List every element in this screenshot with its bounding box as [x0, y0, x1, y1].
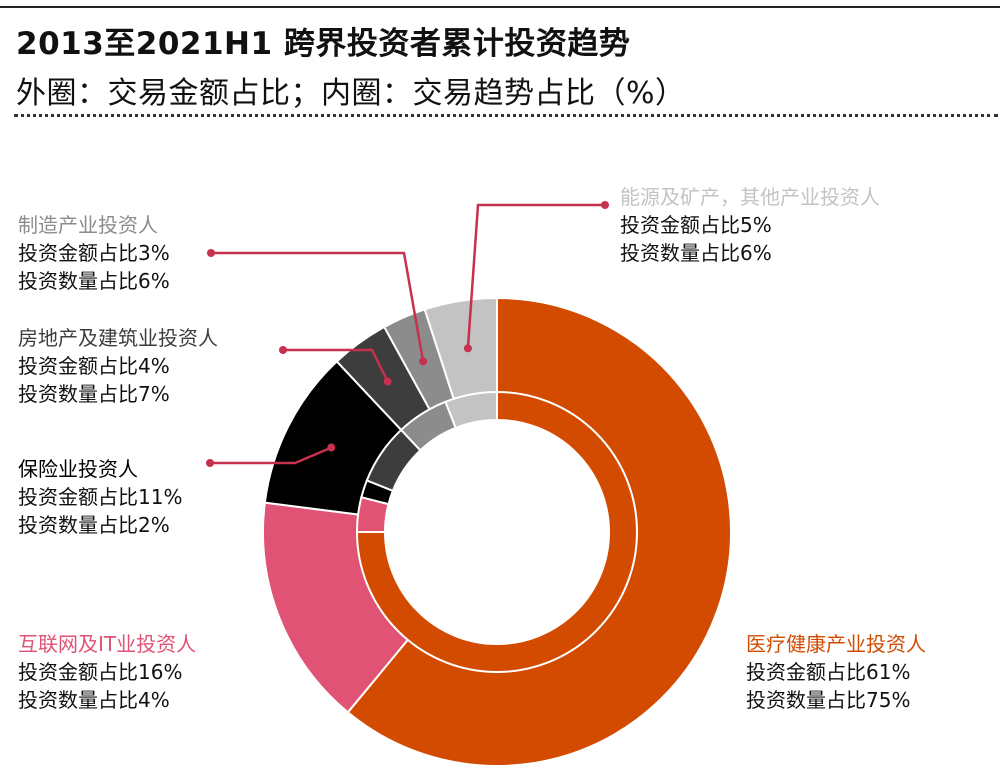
- inner-slice-energy: [444, 390, 498, 430]
- label-energy-name: 能源及矿产，其他产业投资人: [620, 185, 880, 209]
- label-manufacturing-count: 投资数量占比6%: [18, 269, 170, 293]
- label-medical-name: 医疗健康产业投资人: [746, 632, 926, 656]
- dotted-divider: [14, 114, 998, 117]
- label-realestate-name: 房地产及建筑业投资人: [18, 326, 218, 350]
- label-manufacturing-amount: 投资金额占比3%: [18, 241, 170, 265]
- label-manufacturing-name: 制造产业投资人: [18, 213, 158, 237]
- leader-dot-energy-0: [601, 201, 609, 209]
- leader-dot-insurance-1: [327, 443, 336, 452]
- label-energy-count: 投资数量占比6%: [620, 241, 772, 265]
- label-energy-amount: 投资金额占比5%: [620, 213, 772, 237]
- leader-line-manufacturing: [211, 251, 425, 362]
- leader-dot-insurance-0: [206, 459, 214, 467]
- label-insurance-count: 投资数量占比2%: [18, 513, 170, 537]
- inner-slice-medical: [355, 390, 638, 673]
- label-internet-amount: 投资金额占比16%: [18, 660, 183, 684]
- label-realestate: 房地产及建筑业投资人 投资金额占比4% 投资数量占比7%: [18, 324, 218, 408]
- label-insurance: 保险业投资人 投资金额占比11% 投资数量占比2%: [18, 455, 182, 539]
- label-internet: 互联网及IT业投资人 投资金额占比16% 投资数量占比4%: [18, 630, 196, 714]
- label-internet-name: 互联网及IT业投资人: [18, 632, 197, 656]
- leader-dot-manufacturing-1: [419, 357, 428, 366]
- leader-line-realestate: [283, 348, 389, 383]
- label-internet-count: 投资数量占比4%: [18, 688, 170, 712]
- label-medical-count: 投资数量占比75%: [746, 688, 911, 712]
- page-title: 2013至2021H1 跨界投资者累计投资趋势: [16, 26, 631, 62]
- label-medical-amount: 投资金额占比61%: [746, 660, 911, 684]
- label-medical: 医疗健康产业投资人 投资金额占比61% 投资数量占比75%: [746, 630, 926, 714]
- top-rule: [0, 6, 1000, 8]
- label-manufacturing: 制造产业投资人 投资金额占比3% 投资数量占比6%: [18, 211, 170, 295]
- leader-line-insurance: [210, 446, 332, 465]
- label-insurance-amount: 投资金额占比11%: [18, 485, 183, 509]
- label-realestate-count: 投资数量占比7%: [18, 382, 170, 406]
- leader-line-energy: [466, 203, 605, 349]
- label-insurance-name: 保险业投资人: [18, 457, 138, 481]
- leader-dot-realestate-1: [383, 377, 392, 386]
- label-realestate-amount: 投资金额占比4%: [18, 354, 170, 378]
- leader-dot-energy-1: [463, 344, 472, 353]
- label-energy: 能源及矿产，其他产业投资人 投资金额占比5% 投资数量占比6%: [620, 183, 880, 267]
- leader-dot-manufacturing-0: [207, 249, 215, 257]
- leader-dot-realestate-0: [279, 346, 287, 354]
- page-subtitle: 外圈：交易金额占比；内圈：交易趋势占比（%）: [16, 76, 686, 111]
